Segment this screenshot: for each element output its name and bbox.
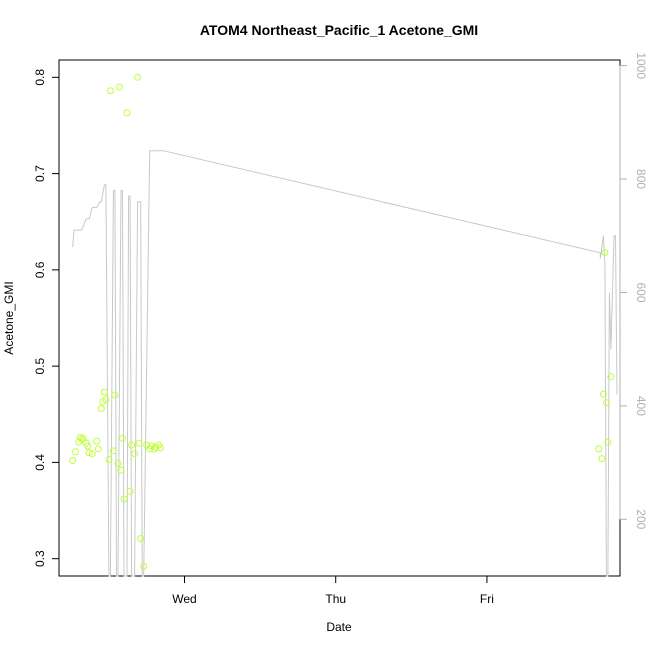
data-point [595, 445, 603, 453]
data-point [598, 455, 606, 463]
data-point [120, 495, 128, 503]
data-point [114, 459, 122, 467]
y-tick-label: 0.5 [33, 357, 47, 374]
x-tick-label: Thu [325, 592, 346, 606]
data-point [97, 405, 105, 412]
plot-frame [58, 59, 621, 577]
x-tick-label: Fri [480, 592, 494, 606]
points-layer [69, 73, 615, 570]
data-point [93, 437, 101, 445]
data-point [102, 396, 110, 404]
data-point [604, 438, 612, 446]
data-point [105, 456, 113, 463]
data-point [72, 448, 80, 456]
y-right-tick-label: 400 [634, 396, 648, 416]
y-right-tick-label: 1000 [634, 52, 648, 79]
line-series-layer [72, 150, 618, 577]
data-point [69, 457, 77, 464]
data-point [137, 535, 145, 542]
data-point [607, 373, 615, 381]
data-point [85, 449, 93, 457]
data-point [116, 83, 123, 91]
y-tick-label: 0.3 [33, 550, 47, 567]
data-point [131, 450, 139, 458]
series-line [72, 150, 618, 577]
y-axis-right: 200 400 600 800 1000 [619, 52, 648, 530]
data-point [88, 450, 96, 458]
y-tick-label: 0.4 [33, 454, 47, 471]
data-point [123, 109, 131, 117]
data-point [84, 442, 92, 450]
y-right-tick-label: 200 [634, 509, 648, 529]
x-axis: Wed Thu Fri [172, 575, 494, 606]
y-right-tick-label: 800 [634, 169, 648, 189]
chart-title: ATOM4 Northeast_Pacific_1 Acetone_GMI [200, 22, 478, 38]
data-point [601, 249, 609, 256]
data-point [78, 435, 86, 443]
data-point [135, 439, 143, 447]
y-axis-label: Acetone_GMI [2, 281, 16, 354]
data-point [156, 444, 164, 452]
data-point [106, 87, 114, 95]
data-point [100, 388, 108, 396]
data-point [119, 434, 126, 442]
data-point [599, 390, 607, 398]
y-right-tick-label: 600 [634, 282, 648, 302]
y-tick-label: 0.8 [33, 69, 47, 86]
y-tick-label: 0.7 [33, 165, 47, 182]
data-point [134, 73, 142, 81]
data-point [140, 562, 148, 570]
x-axis-label: Date [326, 620, 352, 634]
data-point [126, 487, 134, 495]
data-point [111, 391, 119, 399]
data-point [128, 441, 136, 449]
data-point [109, 447, 117, 455]
data-point [602, 399, 610, 407]
data-point [117, 466, 125, 474]
x-tick-label: Wed [172, 592, 196, 606]
data-point [76, 433, 84, 441]
y-tick-label: 0.6 [33, 261, 47, 278]
data-point [94, 445, 102, 453]
y-axis: 0.3 0.4 0.5 0.6 0.7 0.8 [33, 69, 60, 567]
